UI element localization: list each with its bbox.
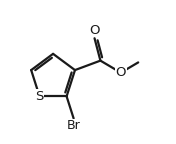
- Text: O: O: [89, 24, 100, 37]
- Text: O: O: [116, 66, 126, 79]
- Text: Br: Br: [67, 119, 80, 132]
- Text: S: S: [35, 90, 44, 103]
